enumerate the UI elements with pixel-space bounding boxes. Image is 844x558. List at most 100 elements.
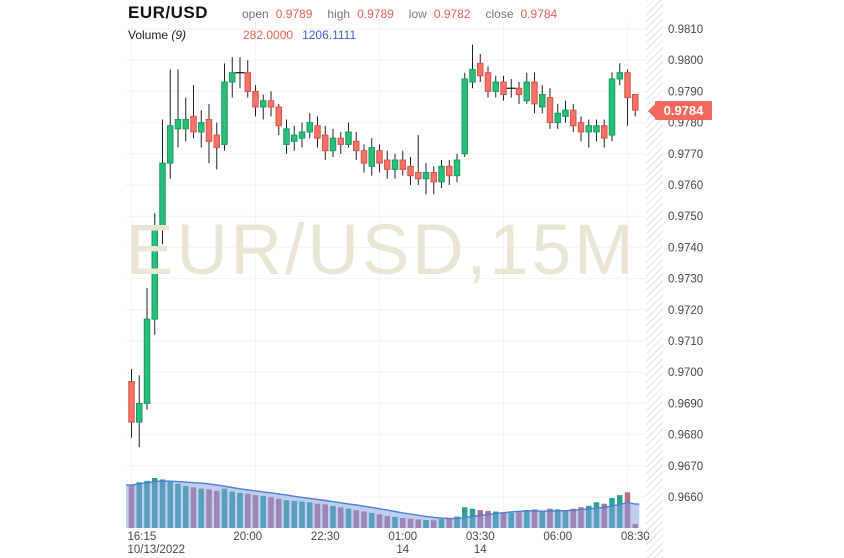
candle bbox=[213, 134, 220, 149]
volume-ma-value: 1206.1111 bbox=[302, 28, 357, 42]
candle bbox=[360, 150, 368, 164]
candle bbox=[632, 94, 639, 111]
candle bbox=[601, 125, 608, 139]
x-axis-label: 16:15 bbox=[128, 531, 157, 543]
candle bbox=[190, 115, 197, 133]
candle bbox=[376, 150, 383, 164]
candle bbox=[314, 125, 321, 139]
candle bbox=[616, 72, 623, 80]
candle bbox=[407, 165, 414, 177]
candle bbox=[353, 140, 360, 152]
candle bbox=[283, 128, 290, 145]
volume-indicator-title: Volume (9) bbox=[128, 28, 187, 42]
candle bbox=[438, 165, 445, 183]
candle bbox=[136, 402, 143, 423]
candle bbox=[244, 72, 251, 92]
candle bbox=[260, 100, 267, 108]
candle bbox=[182, 118, 189, 130]
y-axis-label: 0.9780 bbox=[668, 118, 703, 130]
x-axis-date-label: 14 bbox=[474, 544, 487, 556]
candle bbox=[562, 109, 569, 117]
candle bbox=[345, 131, 352, 145]
candle bbox=[267, 100, 275, 108]
low-readout: low 0.9782 bbox=[408, 7, 471, 21]
volume-ma-area bbox=[126, 481, 640, 528]
current-price-label: 0.9784 bbox=[648, 101, 712, 120]
y-axis-label: 0.9770 bbox=[668, 149, 703, 161]
candle bbox=[546, 97, 554, 124]
y-axis-label: 0.9800 bbox=[668, 55, 703, 67]
candle bbox=[593, 125, 600, 133]
y-axis-label: 0.9720 bbox=[668, 305, 703, 317]
candle bbox=[500, 81, 507, 96]
candle bbox=[329, 137, 337, 152]
candle bbox=[221, 81, 228, 145]
candle bbox=[337, 137, 344, 145]
volume-readout: Volume (9) 282.0000 1206.1111 bbox=[128, 28, 572, 42]
y-axis-label: 0.9750 bbox=[668, 211, 703, 223]
candle bbox=[608, 78, 616, 136]
candle bbox=[585, 125, 592, 133]
y-axis-label: 0.9700 bbox=[668, 367, 703, 379]
candle bbox=[446, 165, 453, 177]
candle bbox=[422, 172, 430, 180]
y-axis-label: 0.9760 bbox=[668, 180, 703, 192]
candle bbox=[461, 78, 468, 155]
x-axis-label: 20:00 bbox=[233, 531, 262, 543]
candle bbox=[322, 134, 329, 152]
candle bbox=[368, 147, 375, 167]
candle bbox=[167, 125, 174, 164]
candle bbox=[415, 172, 422, 180]
candle bbox=[469, 69, 476, 83]
candle bbox=[515, 87, 523, 96]
y-axis-label: 0.9710 bbox=[668, 336, 703, 348]
high-readout: high 0.9789 bbox=[327, 7, 394, 21]
volume-ma-line bbox=[126, 480, 640, 520]
y-axis-label: 0.9790 bbox=[668, 86, 703, 98]
candle bbox=[539, 94, 546, 108]
candle bbox=[143, 318, 151, 404]
y-axis-label: 0.9660 bbox=[668, 492, 703, 504]
y-axis-label: 0.9680 bbox=[668, 430, 703, 442]
x-axis-date-label: 14 bbox=[396, 544, 409, 556]
candle bbox=[624, 72, 631, 99]
future-area-hatch bbox=[646, 0, 663, 558]
candle bbox=[399, 159, 406, 170]
y-axis-label: 0.9810 bbox=[668, 24, 703, 36]
candle bbox=[174, 118, 182, 130]
candle bbox=[384, 159, 391, 170]
candle bbox=[477, 62, 484, 77]
candle bbox=[252, 90, 259, 108]
candle bbox=[275, 106, 282, 127]
candle bbox=[298, 131, 306, 139]
legend: EUR/USD open 0.9789 high 0.9789 low 0.9782 … bbox=[128, 3, 572, 42]
candle bbox=[523, 81, 530, 102]
candle bbox=[128, 381, 135, 423]
y-axis-label: 0.9740 bbox=[668, 242, 703, 254]
candle bbox=[205, 118, 213, 142]
x-axis-label: 03:30 bbox=[466, 531, 495, 543]
candle bbox=[570, 109, 577, 127]
watermark: EUR/USD,15M bbox=[126, 211, 637, 290]
y-axis-label: 0.9670 bbox=[668, 461, 703, 473]
ohlc-readout: EUR/USD open 0.9789 high 0.9789 low 0.9782 … bbox=[128, 3, 572, 23]
candle bbox=[291, 134, 298, 142]
candle bbox=[554, 112, 561, 124]
symbol-title: EUR/USD bbox=[128, 3, 209, 22]
close-readout: close 0.9784 bbox=[485, 7, 558, 21]
x-axis-label: 08:30 bbox=[621, 531, 650, 543]
candle bbox=[198, 122, 205, 133]
x-axis-label: 22:30 bbox=[311, 531, 340, 543]
candle bbox=[531, 81, 538, 105]
x-axis-label: 06:00 bbox=[543, 531, 572, 543]
candle bbox=[151, 228, 158, 320]
y-axis-label: 0.9690 bbox=[668, 398, 703, 410]
candle bbox=[484, 72, 492, 92]
candle bbox=[391, 159, 399, 170]
y-axis-label: 0.9730 bbox=[668, 274, 703, 286]
x-axis-label: 01:00 bbox=[388, 531, 417, 543]
candle bbox=[492, 81, 499, 92]
candle bbox=[430, 172, 437, 183]
